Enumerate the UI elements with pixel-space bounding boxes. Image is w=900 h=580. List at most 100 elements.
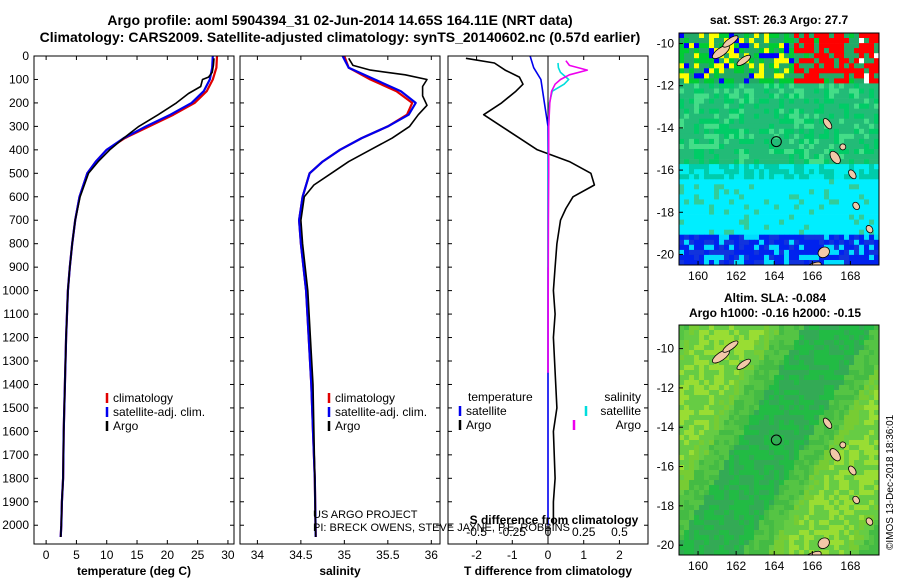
map-y-tick-label-m1: -10 xyxy=(657,37,675,51)
map-cell xyxy=(774,395,780,401)
map-cell xyxy=(809,174,815,180)
map-cell xyxy=(874,159,879,165)
map-cell xyxy=(844,189,850,195)
map-cell xyxy=(744,244,750,251)
map-cell xyxy=(689,495,695,501)
map-cell xyxy=(714,204,720,210)
map-cell xyxy=(859,470,865,476)
map-cell xyxy=(709,440,715,446)
map-cell xyxy=(779,184,785,190)
map-cell xyxy=(689,169,695,175)
map-cell xyxy=(859,350,865,356)
map-cell xyxy=(699,365,705,371)
map-cell xyxy=(694,209,700,215)
map-cell xyxy=(704,345,710,351)
map-cell xyxy=(764,485,770,491)
map-cell xyxy=(704,530,710,536)
map-cell xyxy=(814,510,820,516)
map-cell xyxy=(754,174,760,180)
map-cell xyxy=(864,425,870,431)
map-cell xyxy=(784,88,790,94)
map-cell xyxy=(714,254,720,261)
map-cell xyxy=(834,440,840,446)
map-cell xyxy=(834,133,840,140)
map-cell xyxy=(749,450,755,456)
map-cell xyxy=(824,535,830,541)
map-cell xyxy=(824,113,830,120)
map-cell xyxy=(744,68,750,74)
map-cell xyxy=(839,159,845,165)
map-cell xyxy=(789,174,795,180)
map-cell xyxy=(859,234,865,241)
map-cell xyxy=(784,118,790,125)
map-cell xyxy=(754,108,760,115)
map-cell xyxy=(849,365,855,371)
map-cell xyxy=(829,470,835,476)
map-cell xyxy=(854,430,860,436)
map-cell xyxy=(754,545,760,551)
map-cell xyxy=(834,33,840,39)
map-cell xyxy=(789,138,795,145)
map-cell xyxy=(769,229,775,236)
map-cell xyxy=(704,340,710,346)
map-cell xyxy=(804,199,810,205)
map-cell xyxy=(824,360,830,366)
map-cell xyxy=(864,490,870,496)
map-cell xyxy=(844,108,850,115)
map-cell xyxy=(734,400,740,406)
map-cell xyxy=(839,260,845,265)
map-cell xyxy=(679,48,685,54)
map-cell xyxy=(774,58,780,64)
map-cell xyxy=(729,93,735,99)
map-cell xyxy=(819,550,825,555)
map-cell xyxy=(864,380,870,386)
map-cell xyxy=(689,445,695,451)
map-cell xyxy=(714,199,720,205)
map-cell xyxy=(784,325,790,331)
map-cell xyxy=(849,83,855,89)
map-cell xyxy=(799,209,805,215)
map-cell xyxy=(734,260,740,265)
map-cell xyxy=(849,68,855,74)
map-cell xyxy=(759,260,765,265)
map-cell xyxy=(774,450,780,456)
map-cell xyxy=(859,340,865,346)
map-cell xyxy=(854,229,860,236)
map-cell xyxy=(689,540,695,546)
map-cell xyxy=(704,133,710,140)
timestamp-stamp: ©IMOS 13-Dec-2018 18:36:01 xyxy=(885,414,896,550)
map-cell xyxy=(774,385,780,391)
map-cell xyxy=(859,515,865,521)
map-cell xyxy=(779,520,785,526)
map-cell xyxy=(739,184,745,190)
map-cell xyxy=(864,38,870,44)
map-cell xyxy=(679,149,685,155)
map-cell xyxy=(824,133,830,140)
map-cell xyxy=(729,360,735,366)
map-cell xyxy=(764,325,770,331)
map-cell xyxy=(739,480,745,486)
map-cell xyxy=(789,33,795,39)
map-cell xyxy=(739,254,745,261)
map-cell xyxy=(754,63,760,69)
map-cell xyxy=(719,525,725,531)
map-cell xyxy=(814,239,820,246)
map-cell xyxy=(874,525,879,531)
map-cell xyxy=(794,535,800,541)
map-cell xyxy=(709,375,715,381)
map-cell xyxy=(849,495,855,501)
map-cell xyxy=(809,435,815,441)
map-cell xyxy=(854,159,860,165)
map-cell xyxy=(719,123,725,130)
map-cell xyxy=(769,33,775,39)
map-cell xyxy=(749,375,755,381)
map-cell xyxy=(844,510,850,516)
legend-t-label: Argo xyxy=(113,419,139,433)
map-cell xyxy=(684,410,690,416)
map-cell xyxy=(724,244,730,251)
map-cell xyxy=(699,430,705,436)
map-cell xyxy=(749,525,755,531)
map-cell xyxy=(789,219,795,225)
map-cell xyxy=(679,63,685,69)
map-cell xyxy=(734,550,740,555)
